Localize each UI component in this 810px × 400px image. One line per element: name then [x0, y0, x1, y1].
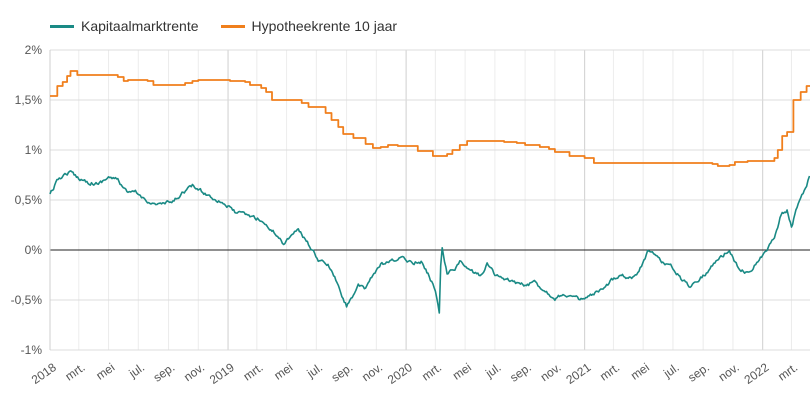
x-tick-label: mrt. [775, 360, 800, 383]
x-tick-label: sep. [151, 360, 178, 384]
y-tick-label: 0,5% [15, 193, 43, 207]
x-tick-label: nov. [181, 360, 207, 384]
series-line-0 [49, 170, 810, 314]
x-tick-label: nov. [359, 360, 385, 384]
y-tick-label: -1% [21, 343, 43, 357]
series-line-1 [50, 70, 810, 167]
x-tick-label: 2019 [207, 360, 237, 387]
x-tick-label: jul. [660, 360, 681, 381]
x-tick-label: sep. [329, 360, 356, 384]
x-tick-label: jul. [126, 360, 147, 381]
legend-swatch-hypotheekrente [220, 24, 245, 28]
y-tick-label: 0% [25, 243, 43, 257]
legend-swatch-kapitaalmarktrente [50, 24, 74, 28]
series-lines [49, 70, 810, 314]
x-axis-tick-labels: 2018 mrt. mei jul. sep. nov. 2019 mrt. mei jul. se… [29, 360, 800, 387]
y-tick-label: 1,5% [15, 93, 43, 107]
x-tick-label: mrt. [241, 360, 266, 383]
legend-label-hypotheekrente: Hypotheekrente 10 jaar [251, 18, 398, 34]
x-tick-label: mei [628, 360, 652, 383]
y-tick-label: 2% [25, 43, 43, 57]
x-tick-label: mei [93, 360, 117, 383]
x-tick-label: sep. [685, 360, 712, 384]
x-tick-label: jul. [304, 360, 325, 381]
x-tick-label: 2018 [29, 360, 59, 387]
gridlines [49, 49, 810, 351]
legend-item-kapitaalmarktrente[interactable]: Kapitaalmarktrente [50, 18, 199, 34]
legend-item-hypotheekrente[interactable]: Hypotheekrente 10 jaar [220, 18, 398, 34]
x-tick-label: mei [271, 360, 295, 383]
x-tick-label: nov. [716, 360, 742, 384]
x-tick-label: mrt. [63, 360, 88, 383]
y-tick-label: 1% [25, 143, 43, 157]
legend-label-kapitaalmarktrente: Kapitaalmarktrente [81, 18, 199, 34]
x-tick-label: nov. [538, 360, 564, 384]
x-tick-label: 2020 [385, 360, 415, 387]
x-tick-label: mrt. [419, 360, 444, 383]
x-tick-label: mei [450, 360, 474, 383]
x-tick-label: 2021 [563, 360, 593, 387]
x-tick-label: mrt. [597, 360, 622, 383]
x-tick-label: 2022 [742, 360, 772, 387]
x-tick-label: jul. [482, 360, 503, 381]
chart-legend: Kapitaalmarktrente Hypotheekrente 10 jaa… [50, 18, 419, 34]
y-axis-tick-labels: 2% 1,5% 1% 0,5% 0% -0,5% -1% [11, 43, 43, 357]
y-tick-label: -0,5% [11, 293, 43, 307]
x-tick-label: sep. [507, 360, 534, 384]
